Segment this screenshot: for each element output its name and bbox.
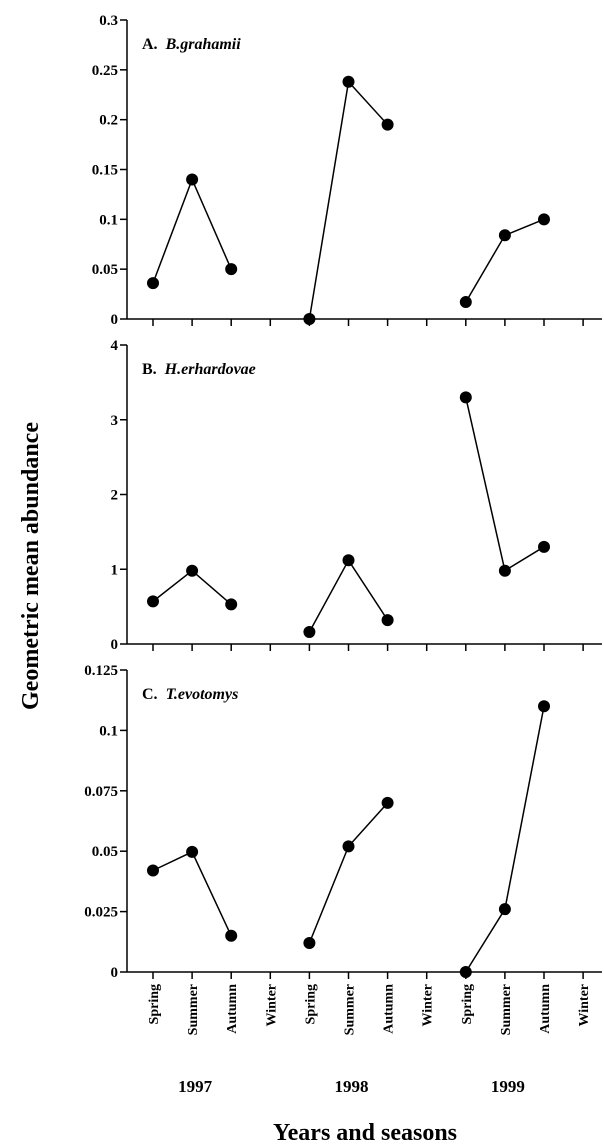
season-label: Winter xyxy=(264,984,279,1027)
x-axis: Spring Summer Autumn Winter Spring Summer Autu… xyxy=(147,984,592,1096)
y-tick-label: 4 xyxy=(111,338,119,354)
data-point xyxy=(225,263,238,276)
data-point xyxy=(459,296,472,309)
y-tick-label: 2 xyxy=(111,488,119,504)
data-point xyxy=(303,313,316,325)
x-axis-title: Years and seasons xyxy=(273,1120,457,1146)
data-point xyxy=(498,564,511,577)
data-point xyxy=(186,845,199,858)
season-label: Winter xyxy=(421,984,436,1027)
data-point xyxy=(147,595,159,608)
series-line xyxy=(308,802,389,944)
year-label: 1997 xyxy=(178,1077,213,1096)
panel-species: T.evotomys xyxy=(166,686,239,703)
season-label: Spring xyxy=(460,984,475,1024)
y-tick-label: 0 xyxy=(111,965,119,981)
data-point xyxy=(381,796,394,809)
panel-0: 0 0.05 0.1 0.15 0.2 0.25 0.3 A. B.grahamii xyxy=(92,13,602,328)
season-label: Autumn xyxy=(538,984,553,1034)
y-tick-label: 0.2 xyxy=(99,113,118,129)
series-line xyxy=(308,558,389,633)
series-line xyxy=(465,397,545,572)
y-tick-label: 0 xyxy=(111,637,119,653)
y-tick-label: 0 xyxy=(111,312,119,328)
data-point xyxy=(342,75,355,88)
series-line xyxy=(152,177,232,284)
y-tick-label: 0.075 xyxy=(84,784,118,800)
season-label: Summer xyxy=(343,984,358,1035)
y-tick-label: 0.1 xyxy=(99,212,118,228)
data-point xyxy=(147,864,159,877)
data-point xyxy=(538,540,550,553)
data-point xyxy=(459,391,472,404)
data-point xyxy=(498,229,511,242)
data-point xyxy=(147,277,159,290)
panel-species: H.erhardovae xyxy=(164,361,256,378)
data-point xyxy=(225,929,238,942)
y-tick-label: 3 xyxy=(111,413,119,429)
y-axis-title: Geometric mean abundance xyxy=(18,422,44,710)
panel-2: 0 0.025 0.05 0.075 0.1 0.125 C. T.evotomys xyxy=(84,663,602,981)
data-point xyxy=(342,554,355,567)
y-tick-label: 0.1 xyxy=(99,723,118,739)
panel-letter: B. xyxy=(142,361,161,378)
panel-letter: A. xyxy=(142,36,162,53)
data-point xyxy=(303,937,316,950)
y-tick-label: 1 xyxy=(111,562,119,578)
y-tick-label: 0.15 xyxy=(92,163,118,179)
data-point xyxy=(498,903,511,916)
panel-label: B. H.erhardovae xyxy=(142,361,256,378)
series-line xyxy=(465,706,545,973)
data-point xyxy=(186,564,199,577)
season-label: Winter xyxy=(577,984,592,1027)
season-label: Summer xyxy=(186,984,201,1035)
data-point xyxy=(342,840,355,853)
series-line xyxy=(152,850,232,937)
data-point xyxy=(381,118,394,131)
panel-letter: C. xyxy=(142,686,162,703)
season-label: Summer xyxy=(499,984,514,1035)
season-label: Spring xyxy=(303,984,318,1024)
year-label: 1999 xyxy=(491,1077,525,1096)
data-point xyxy=(303,626,316,639)
chart-panels: 0 0.05 0.1 0.15 0.2 0.25 0.3 A. B.grahamii 0 1 2 3 4… xyxy=(84,13,602,981)
panel-label: C. T.evotomys xyxy=(142,686,238,703)
season-label: Autumn xyxy=(225,984,240,1034)
season-label: Spring xyxy=(147,984,162,1024)
y-tick-label: 0.025 xyxy=(84,905,118,921)
season-label: Autumn xyxy=(382,984,397,1034)
series-line xyxy=(308,80,389,320)
y-tick-label: 0.25 xyxy=(92,63,118,79)
data-point xyxy=(538,700,550,713)
panel-species: B.grahamii xyxy=(165,36,242,53)
data-point xyxy=(186,173,199,186)
data-point xyxy=(381,614,394,627)
panel-1: 0 1 2 3 4 B. H.erhardovae xyxy=(111,338,602,653)
data-point xyxy=(225,598,238,611)
data-point xyxy=(538,213,550,226)
y-tick-label: 0.05 xyxy=(92,262,118,278)
data-point xyxy=(459,966,472,978)
y-tick-label: 0.05 xyxy=(92,844,118,860)
panel-label: A. B.grahamii xyxy=(142,36,241,53)
y-tick-label: 0.125 xyxy=(84,663,118,679)
y-tick-label: 0.3 xyxy=(99,13,118,29)
year-label: 1998 xyxy=(335,1077,369,1096)
